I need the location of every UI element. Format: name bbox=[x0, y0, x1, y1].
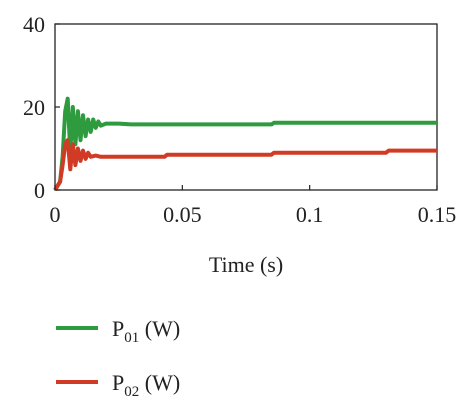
legend-label-p02-main: P bbox=[112, 370, 124, 395]
legend-label-p02-unit: (W) bbox=[139, 370, 180, 395]
y-tick-label: 40 bbox=[23, 12, 45, 37]
series-line-01 bbox=[53, 96, 437, 192]
ticks-layer: 0 0.05 0.1 0.15 0 20 40 bbox=[23, 12, 456, 227]
x-tick-label: 0 bbox=[50, 202, 61, 227]
legend-label-p01-unit: (W) bbox=[139, 316, 180, 341]
x-axis-title: Time (s) bbox=[209, 252, 283, 277]
legend-label-p01-main: P bbox=[112, 316, 124, 341]
legend-label-p01-sub: 01 bbox=[124, 330, 139, 346]
x-tick-label: 0.05 bbox=[163, 202, 202, 227]
legend: P01 (W) P02 (W) bbox=[56, 316, 180, 400]
series-line-02 bbox=[53, 138, 437, 192]
x-tick-label: 0.1 bbox=[296, 202, 324, 227]
legend-label-p02-sub: 02 bbox=[124, 384, 139, 400]
plot-area bbox=[54, 23, 438, 191]
y-tick-label: 0 bbox=[34, 178, 45, 203]
y-tick-label: 20 bbox=[23, 95, 45, 120]
x-tick-label: 0.15 bbox=[418, 202, 457, 227]
series-layer bbox=[53, 96, 437, 192]
legend-label-p01: P01 (W) bbox=[112, 316, 180, 346]
legend-label-p02: P02 (W) bbox=[112, 370, 180, 400]
